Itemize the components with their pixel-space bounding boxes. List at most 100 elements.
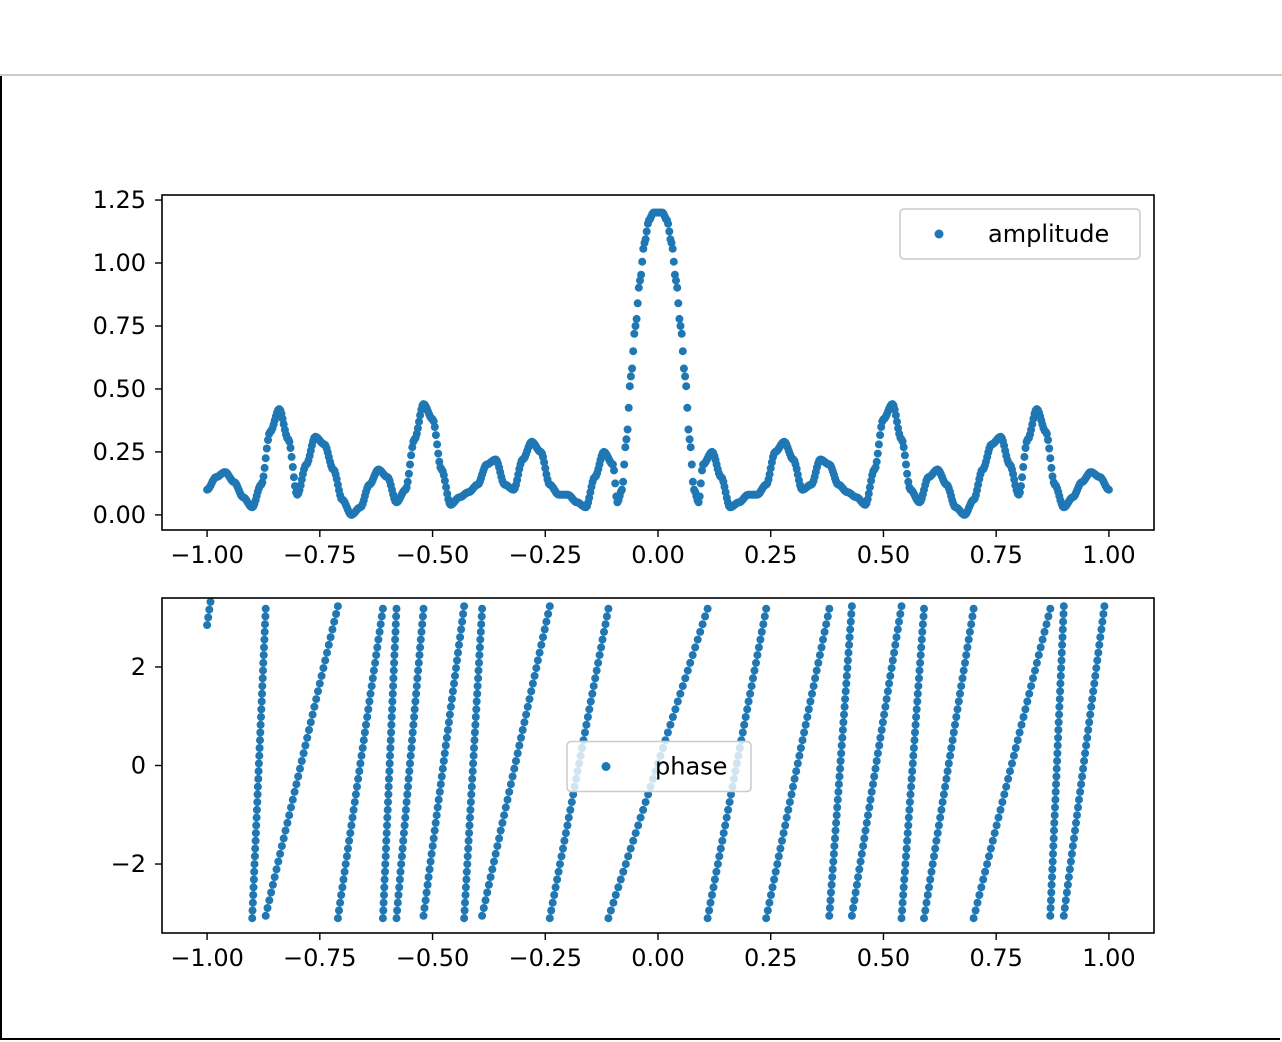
phase-point [347,821,356,830]
phase-point [460,914,469,923]
phase-point [626,844,635,853]
phase-point [1032,658,1041,667]
phase-point [1031,666,1039,675]
phase-point [843,664,852,673]
phase-point [1002,782,1011,791]
phase-point [896,610,905,618]
phase-point [671,705,680,714]
phase-point [545,914,554,923]
phase-point [856,857,865,866]
phase-point [823,612,832,621]
phase-point [288,795,297,804]
phase-point [942,774,951,783]
phase-point [465,829,474,838]
phase-point [956,689,964,698]
phase-point [415,651,424,660]
amplitude-point [407,451,416,460]
phase-point [837,749,846,758]
phase-point [340,867,349,876]
phase-point [832,811,841,820]
phase-point [421,896,430,905]
phase-point [444,718,453,727]
phase-point [381,867,389,876]
phase-point [969,914,978,923]
phase-point [920,604,928,613]
phase-point [471,720,480,729]
phase-point [1029,674,1037,683]
phase-point [383,821,391,830]
phase-point [1053,757,1062,765]
phase-point [283,818,292,827]
amplitude-point [1017,482,1025,491]
amplitude-point [664,219,673,228]
phase-point [406,759,414,768]
phase-point [1055,695,1064,704]
phase-point [597,643,606,652]
phase-point [520,718,529,727]
amplitude-point [686,443,695,452]
amplitude-xtick-label: −0.50 [396,541,470,569]
phase-point [846,625,855,634]
phase-point [259,658,268,667]
phase-point [905,798,914,807]
phase-point [204,613,213,622]
phase-point [900,875,909,884]
amplitude-ytick-label: 0.75 [93,312,146,340]
amplitude-point [620,460,629,469]
phase-point [401,813,410,822]
phase-point [498,818,507,827]
phase-point [1053,741,1062,750]
phase-point [478,911,487,920]
phase-point [386,751,394,760]
phase-point [971,906,980,915]
phase-point [512,757,520,765]
phase-point [710,875,719,884]
phase-point [251,829,260,838]
phase-point [249,875,258,884]
phase-point [381,852,390,861]
amplitude-point [634,283,643,292]
phase-point [528,679,537,688]
phase-point [589,682,598,691]
phase-point [828,865,837,874]
phase-point [384,798,392,807]
phase-point [841,687,850,696]
phase-point [527,687,536,696]
phase-point [532,664,541,673]
phase-point [463,852,472,861]
phase-point [925,883,933,892]
phase-point [636,813,645,822]
phase-point [250,860,259,869]
phase-point [1073,811,1081,820]
phase-point [916,651,925,660]
phase-point [941,782,950,791]
phase-point [388,697,397,706]
phase-point [254,759,263,768]
phase-point [713,860,722,869]
phase-point [330,617,339,626]
amplitude-point [641,235,650,244]
phase-point [936,813,945,822]
phase-point [441,741,450,750]
amplitude-point [631,322,640,330]
phase-point [261,612,270,621]
phase-point [1040,627,1049,636]
phase-point [1096,633,1105,642]
phase-point [883,687,892,696]
phase-xtick-label: −0.75 [283,944,357,972]
phase-point [387,720,396,729]
phase-point [1066,857,1075,866]
phase-point [407,744,416,752]
phase-point [272,865,281,874]
phase-point [483,888,492,897]
phase-point [380,883,389,892]
amplitude-point [262,444,271,453]
phase-point [408,736,416,745]
phase-point [435,787,444,796]
phase-point [834,787,843,796]
amplitude-point [683,403,692,412]
phase-point [917,643,926,652]
amplitude-point [285,437,294,446]
phase-point [1009,751,1018,760]
amplitude-point [677,329,686,338]
